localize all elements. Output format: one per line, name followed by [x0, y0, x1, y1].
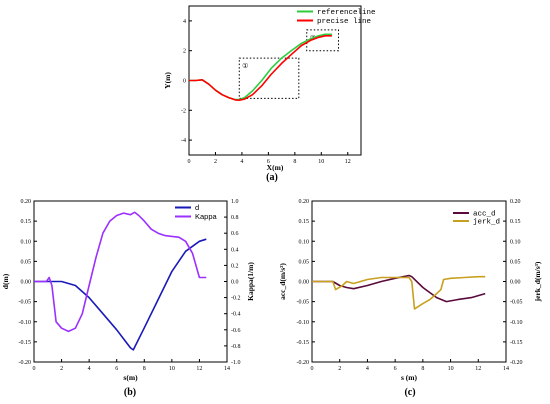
- x-tick-label: 4: [240, 159, 243, 165]
- y-tick-label: 0.20: [299, 199, 310, 205]
- y-right-tick-label: 0.8: [231, 215, 239, 221]
- y-tick-label: -0.10: [19, 320, 32, 326]
- y-tick-label: -4: [181, 138, 186, 144]
- legend-label: referenceline: [317, 9, 376, 17]
- y-axis-label: acc_d(m/s²): [278, 263, 287, 300]
- y-right-tick-label: 0.05: [510, 259, 521, 265]
- series-line-referenceline: [189, 33, 332, 101]
- y-right-tick-label: 0.6: [231, 231, 239, 237]
- x-tick-label: 8: [293, 159, 296, 165]
- y-right-tick-label: 0.10: [510, 239, 521, 245]
- y-right-tick-label: -0.20: [510, 360, 523, 366]
- y-right-tick-label: -0.6: [231, 328, 241, 334]
- y-right-tick-label: 1.0: [231, 199, 239, 205]
- x-tick-label: 14: [503, 366, 509, 372]
- y-right-tick-label: -0.05: [510, 300, 523, 306]
- y-tick-label: 0.10: [21, 239, 32, 245]
- x-tick-label: 12: [475, 366, 481, 372]
- x-tick-label: 14: [224, 366, 230, 372]
- y-right-tick-label: -0.10: [510, 320, 523, 326]
- legend-label: acc_d: [473, 211, 496, 219]
- y-tick-label: 2: [183, 49, 186, 55]
- x-tick-label: 10: [169, 366, 175, 372]
- y-tick-label: -0.05: [297, 300, 310, 306]
- y-tick-label: -0.20: [19, 360, 32, 366]
- x-tick-label: 0: [33, 366, 36, 372]
- x-tick-label: 6: [267, 159, 270, 165]
- plot-frame: [188, 5, 362, 156]
- series-line-Kappa: [34, 211, 207, 333]
- x-tick-label: 10: [318, 159, 324, 165]
- zoom-region-box: [238, 57, 300, 99]
- x-tick-label: 0: [188, 159, 191, 165]
- series-line-precise-line: [189, 34, 332, 101]
- y-axis-label: Y(m): [163, 72, 172, 89]
- y-right-tick-label: 0.0: [231, 280, 239, 286]
- x-tick-label: 4: [366, 366, 369, 372]
- legend-label: Kappa: [195, 212, 218, 221]
- panel-label: (b): [124, 387, 136, 398]
- x-tick-label: 10: [448, 366, 454, 372]
- x-tick-label: 12: [345, 159, 351, 165]
- x-tick-label: 6: [394, 366, 397, 372]
- y-tick-label: 0.00: [299, 280, 310, 286]
- legend-label: jerk_d: [473, 219, 500, 227]
- chart-panel-a: 0 2 4 6 8 10 12-4-2024X(m)Y(m)①②referencelinep…: [163, 5, 376, 183]
- y-tick-label: 0.10: [299, 239, 310, 245]
- y-tick-label: 0.15: [21, 219, 32, 225]
- y-right-tick-label: -1.0: [231, 360, 241, 366]
- x-tick-label: 8: [143, 366, 146, 372]
- series-line-d: [34, 238, 207, 351]
- y-tick-label: 0.20: [21, 199, 32, 205]
- y-tick-label: 0.00: [21, 280, 32, 286]
- y-right-tick-label: 0.20: [510, 199, 521, 205]
- panel-label: (a): [266, 172, 278, 183]
- y-right-tick-label: 0.4: [231, 247, 239, 253]
- y-axis-label: d(m): [1, 273, 10, 289]
- zoom-region-label: ①: [242, 62, 248, 70]
- x-tick-label: 8: [421, 366, 424, 372]
- chart-panel-c: 0 2 4 6 8 10 12 14-0.20-0.15-0.10-0.050.000.050…: [278, 199, 542, 398]
- legend-label: precise line: [317, 18, 371, 26]
- x-axis-label: X(m): [267, 163, 284, 172]
- y-right-axis-label: jerk_d(m/s³): [533, 261, 542, 302]
- y-tick-label: 0.05: [21, 259, 32, 265]
- y-tick-label: -0.20: [297, 360, 310, 366]
- y-tick-label: -0.10: [297, 320, 310, 326]
- panel-label: (c): [404, 387, 415, 398]
- x-axis-label: s(m): [123, 373, 138, 382]
- y-right-tick-label: -0.8: [231, 344, 241, 350]
- series-line-jerk_d: [312, 275, 486, 310]
- x-tick-label: 2: [60, 366, 63, 372]
- y-tick-label: -0.15: [297, 340, 310, 346]
- y-tick-label: 0.15: [299, 219, 310, 225]
- legend-label: d: [195, 203, 199, 212]
- y-tick-label: -2: [181, 108, 186, 114]
- y-right-tick-label: 0.15: [510, 219, 521, 225]
- y-tick-label: -0.15: [19, 340, 32, 346]
- x-tick-label: 2: [214, 159, 217, 165]
- x-tick-label: 4: [88, 366, 91, 372]
- x-axis-label: s (m): [401, 373, 418, 382]
- y-tick-label: 0: [183, 79, 186, 85]
- x-tick-label: 6: [115, 366, 118, 372]
- y-right-tick-label: 0.2: [231, 263, 239, 269]
- y-right-axis-label: Kappa(1/m): [246, 262, 255, 301]
- y-tick-label: 0.05: [299, 259, 310, 265]
- y-right-tick-label: -0.2: [231, 296, 241, 302]
- x-tick-label: 12: [196, 366, 202, 372]
- chart-panel-b: 0 2 4 6 8 10 12 14 -0.20 -0.15 -0.10 -0.05 0.00 0.05 0…: [1, 199, 255, 398]
- y-right-tick-label: 0.00: [510, 280, 521, 286]
- y-right-tick-label: -0.15: [510, 340, 523, 346]
- y-tick-label: 4: [183, 19, 186, 25]
- x-tick-label: 2: [338, 366, 341, 372]
- y-right-tick-label: -0.4: [231, 312, 241, 318]
- x-tick-label: 0: [311, 366, 314, 372]
- y-tick-label: -0.05: [19, 300, 32, 306]
